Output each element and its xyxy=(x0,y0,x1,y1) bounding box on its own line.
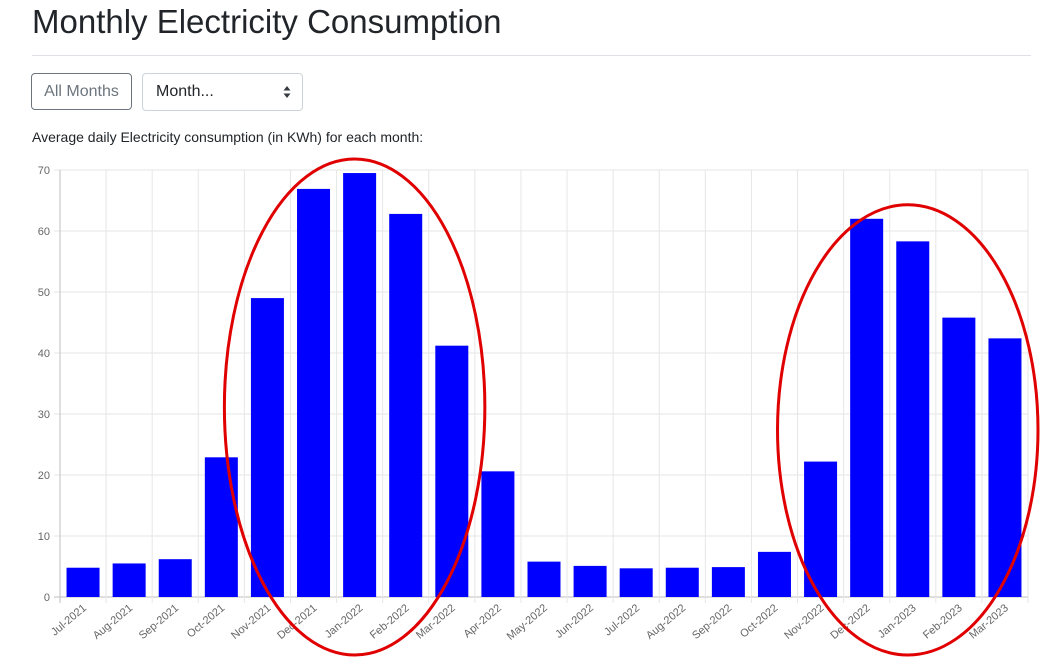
bar-Oct-2022 xyxy=(757,551,791,597)
all-months-button[interactable]: All Months xyxy=(31,73,132,110)
x-tick-label: Dec-2021 xyxy=(275,602,319,642)
bar-Feb-2022 xyxy=(389,213,423,598)
bar-Nov-2022 xyxy=(804,461,838,597)
y-tick-label: 0 xyxy=(44,592,50,604)
bar-Jan-2023 xyxy=(896,241,930,597)
month-select-value: Month... xyxy=(156,83,214,100)
bar-Aug-2021 xyxy=(112,563,146,597)
bar-Oct-2021 xyxy=(204,457,238,597)
title-divider xyxy=(32,55,1031,56)
bar-Jul-2022 xyxy=(619,568,653,597)
x-tick-label: Nov-2022 xyxy=(782,602,826,642)
x-tick-label: Oct-2021 xyxy=(185,602,227,640)
x-tick-label: Jul-2022 xyxy=(602,602,642,638)
bar-Apr-2022 xyxy=(481,471,515,597)
bar-Feb-2023 xyxy=(942,317,976,597)
y-tick-label: 40 xyxy=(38,348,50,360)
bar-Nov-2021 xyxy=(250,298,284,597)
x-tick-label: Nov-2021 xyxy=(229,602,273,642)
y-tick-label: 20 xyxy=(38,470,50,482)
highlight-ellipse-2 xyxy=(776,203,1040,657)
x-tick-label: Jan-2023 xyxy=(876,602,919,641)
bar-Jun-2022 xyxy=(573,565,607,597)
y-tick-label: 10 xyxy=(38,531,50,543)
x-tick-label: Sep-2022 xyxy=(690,602,734,642)
page-title: Monthly Electricity Consumption xyxy=(32,3,502,40)
bar-Dec-2022 xyxy=(850,218,884,598)
x-tick-label: May-2022 xyxy=(505,602,550,643)
x-tick-label: Oct-2022 xyxy=(738,602,780,640)
y-tick-label: 30 xyxy=(38,409,50,421)
highlight-ellipse-1 xyxy=(222,157,487,657)
x-tick-label: Jul-2021 xyxy=(49,602,89,638)
chart-caption: Average daily Electricity consumption (i… xyxy=(32,129,424,145)
x-tick-label: Aug-2022 xyxy=(644,602,688,642)
bar-Aug-2022 xyxy=(665,567,699,597)
y-tick-label: 50 xyxy=(38,287,50,299)
sort-arrows-icon xyxy=(283,86,291,98)
x-tick-label: Aug-2021 xyxy=(91,602,135,642)
y-tick-label: 70 xyxy=(38,165,50,177)
bar-Dec-2021 xyxy=(297,188,331,597)
x-tick-label: Apr-2022 xyxy=(461,602,503,640)
x-tick-label: Jun-2022 xyxy=(553,602,596,641)
x-tick-label: Sep-2021 xyxy=(137,602,181,642)
bar-Jan-2022 xyxy=(343,173,377,598)
bar-Mar-2023 xyxy=(988,338,1022,597)
x-tick-label: Jan-2022 xyxy=(323,602,366,641)
y-tick-label: 60 xyxy=(38,226,50,238)
bar-Sep-2022 xyxy=(711,567,745,597)
bar-May-2022 xyxy=(527,561,561,597)
x-tick-label: Dec-2022 xyxy=(828,602,872,642)
bar-Jul-2021 xyxy=(66,567,100,597)
bar-Sep-2021 xyxy=(158,559,192,597)
bar-Mar-2022 xyxy=(435,345,469,597)
month-select[interactable]: Month... xyxy=(142,73,303,111)
